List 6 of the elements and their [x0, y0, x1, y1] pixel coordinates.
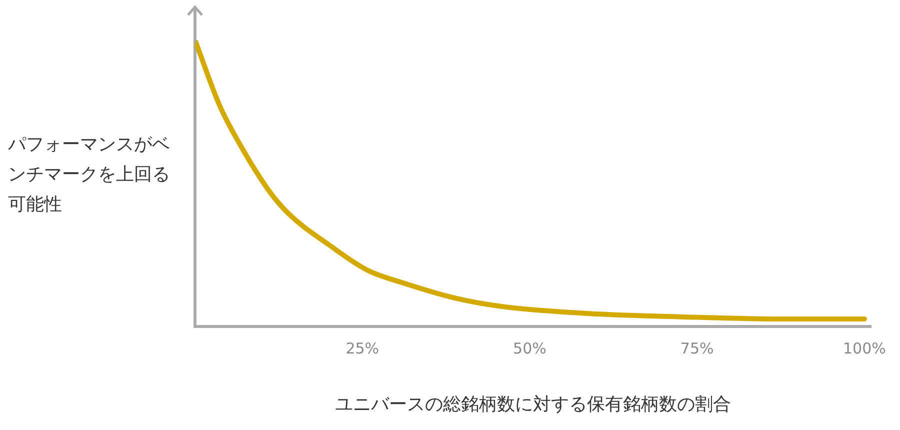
- x-tick-label: 100%: [842, 339, 886, 358]
- x-tick-label: 50%: [513, 339, 546, 358]
- x-tick-label: 75%: [680, 339, 714, 358]
- x-tick-label: 25%: [346, 339, 380, 358]
- y-axis-title: パフォーマンスがベンチマークを上回る可能性: [8, 133, 171, 217]
- x-axis-title: ユニバースの総銘柄数に対する保有銘柄数の割合: [335, 394, 732, 415]
